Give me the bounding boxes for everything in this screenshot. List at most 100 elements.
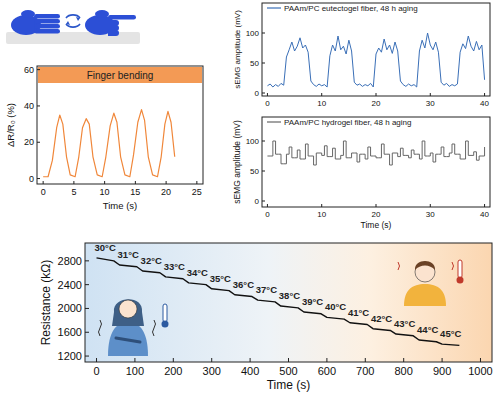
x-tick xyxy=(134,358,135,362)
temperature-label: 36°C xyxy=(233,279,254,290)
annotations: 30°C31°C32°C33°C34°C35°C36°C37°C38°C39°C… xyxy=(95,242,462,339)
x-tick xyxy=(104,181,105,184)
temperature-label: 40°C xyxy=(325,301,346,312)
glove-thumb xyxy=(95,10,109,18)
figure: Finger bending05101520250204060Time (s)Δ… xyxy=(0,0,500,394)
y-tick-label: 20 xyxy=(24,137,34,147)
x-tick-label: 700 xyxy=(356,365,374,377)
x-tick-label: 200 xyxy=(164,365,182,377)
plot-frame xyxy=(37,66,203,184)
temperature-label: 41°C xyxy=(348,307,369,318)
x-tick-label: 0 xyxy=(265,99,270,108)
x-tick xyxy=(442,358,443,362)
chart: 010203040050100Time (s)sEMG amplitude (m… xyxy=(232,117,490,230)
chart: Finger bending05101520250204060Time (s)Δ… xyxy=(5,65,203,211)
shiver xyxy=(153,320,156,336)
x-axis-title: Time (s) xyxy=(267,378,311,392)
x-tick-label: 0 xyxy=(265,210,270,219)
x-tick-label: 300 xyxy=(203,365,221,377)
legend-swatch xyxy=(267,121,281,122)
x-tick xyxy=(250,358,251,362)
y-tick xyxy=(37,142,40,143)
y-axis-title: sEMG amplitude (mV) xyxy=(232,120,242,204)
x-tick-label: 40 xyxy=(480,99,489,108)
y-tick-label: 100 xyxy=(246,29,260,38)
y-tick xyxy=(85,332,89,333)
x-tick-label: 500 xyxy=(279,365,297,377)
x-tick xyxy=(321,204,322,207)
plot-background xyxy=(85,243,492,362)
x-tick xyxy=(73,181,74,184)
y-tick-label: 40 xyxy=(24,101,34,111)
x-tick xyxy=(484,93,485,96)
y-tick-label: 50 xyxy=(250,59,259,68)
y-tick-label: 60 xyxy=(24,65,34,75)
glove-thumb xyxy=(21,10,35,18)
y-tick-label: 0 xyxy=(29,174,34,184)
data-layer xyxy=(97,258,460,345)
x-tick-label: 30 xyxy=(426,210,435,219)
data-line xyxy=(97,258,460,345)
x-tick-label: 40 xyxy=(480,210,489,219)
y-tick xyxy=(37,69,40,70)
glove-finger xyxy=(34,29,60,34)
x-tick xyxy=(376,204,377,207)
glove-finger-curled xyxy=(108,30,119,36)
plot-frame xyxy=(85,243,492,362)
x-tick-label: 0 xyxy=(41,187,46,197)
x-tick xyxy=(166,181,167,184)
cold-person xyxy=(99,299,169,356)
y-tick-label: 1200 xyxy=(58,350,82,362)
body xyxy=(404,284,446,306)
y-tick-label: 2400 xyxy=(58,279,82,291)
y-tick-label: 2800 xyxy=(58,255,82,267)
x-tick xyxy=(267,93,268,96)
x-tick-label: 15 xyxy=(130,187,140,197)
plot-frame xyxy=(262,3,490,96)
legend: PAAm/PC eutectogel fiber, 48 h aging xyxy=(267,4,418,13)
temperature-label: 39°C xyxy=(302,296,323,307)
temperature-label: 35°C xyxy=(210,273,231,284)
x-axis-title: Time (s) xyxy=(103,200,137,211)
x-tick xyxy=(430,93,431,96)
banner-text: Finger bending xyxy=(87,70,154,81)
thermometer-bulb xyxy=(162,321,169,328)
arrow-head xyxy=(76,17,80,21)
x-tick-label: 20 xyxy=(372,99,381,108)
thermometer-bulb xyxy=(457,277,464,284)
plot-frame xyxy=(262,117,490,207)
temperature-label: 38°C xyxy=(279,290,300,301)
temperature-label: 30°C xyxy=(95,242,116,253)
x-tick-label: 5 xyxy=(71,187,76,197)
y-tick xyxy=(37,178,40,179)
head xyxy=(119,300,137,318)
thermometer xyxy=(163,304,167,322)
data-line xyxy=(267,33,484,87)
temperature-label: 31°C xyxy=(118,249,139,260)
glove-finger xyxy=(34,24,60,29)
y-tick xyxy=(85,308,89,309)
x-tick xyxy=(480,358,481,362)
glove-finger xyxy=(108,15,136,20)
x-tick-label: 0 xyxy=(93,365,99,377)
temperature-label: 42°C xyxy=(371,313,392,324)
x-tick xyxy=(403,358,404,362)
x-tick xyxy=(376,93,377,96)
x-tick-label: 25 xyxy=(192,187,202,197)
heat-lines xyxy=(398,262,454,270)
x-tick-label: 10 xyxy=(317,99,326,108)
data-line xyxy=(43,110,175,177)
temperature-label: 37°C xyxy=(256,284,277,295)
y-tick-label: 2000 xyxy=(58,302,82,314)
x-tick-label: 10 xyxy=(100,187,110,197)
x-tick xyxy=(43,181,44,184)
x-tick xyxy=(211,358,212,362)
x-tick-label: 10 xyxy=(317,210,326,219)
temperature-label: 33°C xyxy=(164,261,185,272)
y-axis-title: sEMG amplitude (mV) xyxy=(233,10,242,89)
x-tick-label: 900 xyxy=(433,365,451,377)
arms xyxy=(116,338,140,342)
y-tick xyxy=(262,141,265,142)
head xyxy=(415,262,435,282)
shiver xyxy=(99,320,102,336)
